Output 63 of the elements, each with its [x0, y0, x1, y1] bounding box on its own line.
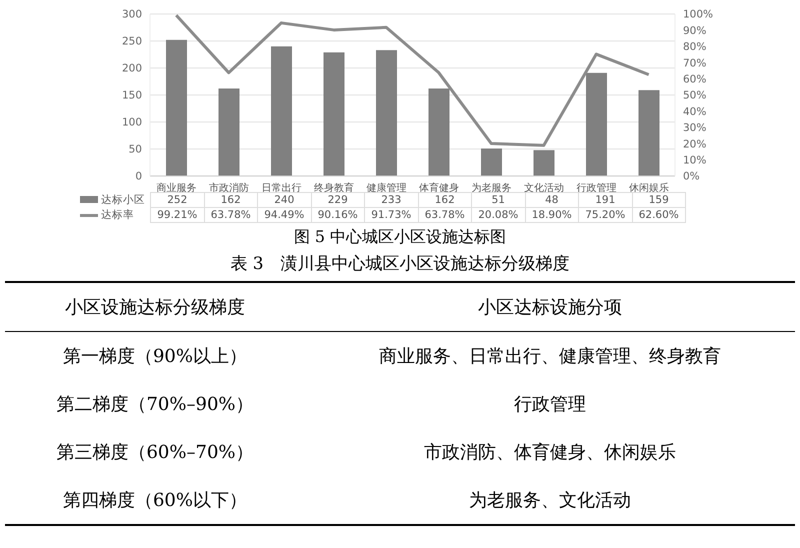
y2-tick-label: 80% — [683, 41, 706, 54]
text: 第四梯度（60%以下） — [62, 489, 248, 513]
text: 表 3 潢川县中心城区小区设施达标分级梯度 — [229, 253, 571, 275]
y-tick-label: 50 — [128, 144, 142, 156]
bar — [376, 50, 397, 176]
text: 商业服务、日常出行、健康管理、终身教育 — [378, 345, 722, 369]
data-label: 240 — [258, 192, 311, 208]
data-label: 63.78% — [418, 208, 472, 222]
y2-tick-label: 40% — [683, 106, 706, 118]
data-label: 18.90% — [525, 208, 578, 222]
data-label: 99.21% — [150, 208, 204, 222]
x-tick-label: 健康管理 — [366, 182, 406, 194]
legend-label: 达标小区 — [100, 193, 146, 208]
data-label: 233 — [364, 192, 418, 208]
x-tick-label: 日常出行 — [261, 182, 302, 194]
y2-tick-label: 60% — [683, 74, 706, 86]
y2-tick-label: 50% — [683, 90, 706, 102]
bar — [271, 46, 292, 176]
y-tick-label: 100 — [122, 116, 142, 129]
y2-tick-label: 10% — [683, 154, 706, 167]
bar — [166, 40, 187, 176]
text: 小区设施达标分级梯度 — [64, 296, 246, 320]
y-tick-label: 250 — [122, 36, 142, 48]
text: 行政管理 — [513, 393, 587, 417]
y2-tick-label: 30% — [683, 122, 706, 134]
text: 市政消防、体育健身、休闲娱乐 — [423, 441, 677, 465]
y2-tick-label: 0% — [683, 170, 700, 183]
data-label: 48 — [525, 192, 578, 208]
data-label: 162 — [204, 192, 258, 208]
data-label: 51 — [472, 192, 525, 208]
x-tick-label: 文化活动 — [524, 182, 564, 194]
text: 为老服务、文化活动 — [468, 489, 632, 513]
text: 第三梯度（60%–70%） — [55, 441, 254, 465]
bar — [481, 148, 502, 176]
data-label: 162 — [418, 192, 472, 208]
data-label: 20.08% — [472, 208, 525, 222]
data-label: 75.20% — [578, 208, 632, 222]
bar — [324, 52, 344, 176]
data-label: 229 — [311, 192, 364, 208]
data-label: 191 — [578, 192, 632, 208]
legend-label: 达标率 — [100, 208, 135, 222]
bar — [534, 150, 554, 176]
y2-tick-label: 70% — [683, 57, 706, 70]
data-label: 63.78% — [204, 208, 258, 222]
data-label: 90.16% — [311, 208, 364, 222]
y2-tick-label: 90% — [683, 24, 706, 37]
y-tick-label: 0 — [135, 170, 142, 183]
y-tick-label: 150 — [122, 90, 142, 102]
data-label: 94.49% — [258, 208, 311, 222]
data-label: 62.60% — [632, 208, 686, 222]
y2-tick-label: 20% — [683, 138, 706, 150]
y2-tick-label: 100% — [683, 8, 714, 21]
y-tick-label: 200 — [122, 62, 142, 75]
text: 小区达标设施分项 — [477, 296, 623, 320]
data-label: 91.73% — [364, 208, 418, 222]
data-label: 252 — [150, 192, 204, 208]
bar — [218, 88, 240, 176]
data-label: 159 — [632, 192, 686, 208]
y-tick-label: 300 — [122, 8, 142, 21]
text: 第二梯度（70%–90%） — [55, 393, 254, 417]
text: 图 5 中心城区小区设施达标图 — [292, 227, 508, 248]
bar — [638, 90, 660, 176]
text: 第一梯度（90%以上） — [62, 345, 248, 369]
